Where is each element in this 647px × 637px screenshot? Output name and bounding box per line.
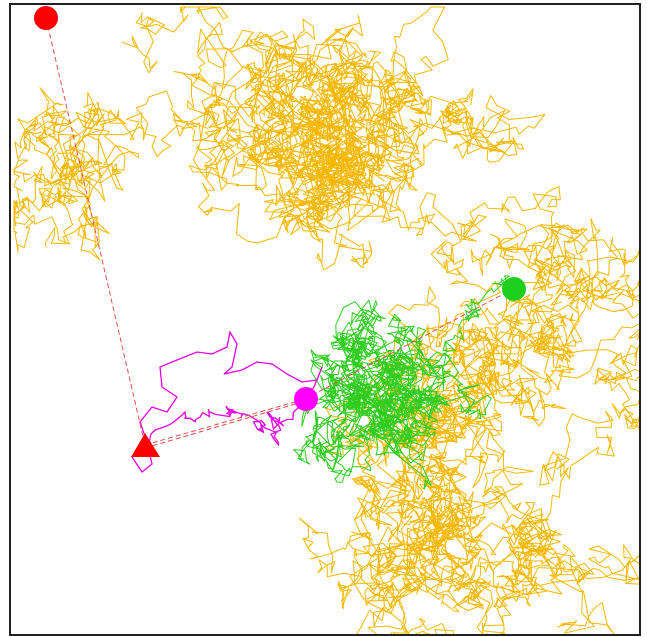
green-walk-path bbox=[293, 275, 515, 490]
orange-walk-path-top bbox=[121, 6, 546, 271]
orange-walk-path-left bbox=[13, 87, 198, 261]
plot-frame bbox=[9, 3, 641, 636]
orange-walk-trajectory bbox=[13, 6, 639, 634]
magenta-walk-trajectory bbox=[131, 330, 323, 473]
red-circle-marker bbox=[34, 6, 58, 30]
green-circle-marker bbox=[502, 277, 526, 301]
link-red-circle-to-triangle bbox=[45, 17, 146, 446]
link-magenta-to-green-circle bbox=[304, 288, 514, 400]
dashed-links bbox=[45, 17, 514, 449]
magenta-walk-path bbox=[131, 330, 323, 473]
red-triangle-marker bbox=[131, 433, 160, 457]
markers bbox=[34, 6, 526, 457]
random-walk-plot bbox=[13, 6, 639, 634]
magenta-walk-path-jitter bbox=[144, 405, 301, 446]
link-triangle-to-magenta-circle-2 bbox=[144, 401, 303, 449]
magenta-circle-marker bbox=[294, 387, 318, 411]
link-triangle-to-magenta-circle bbox=[144, 398, 306, 446]
green-walk-trajectory bbox=[293, 275, 515, 490]
